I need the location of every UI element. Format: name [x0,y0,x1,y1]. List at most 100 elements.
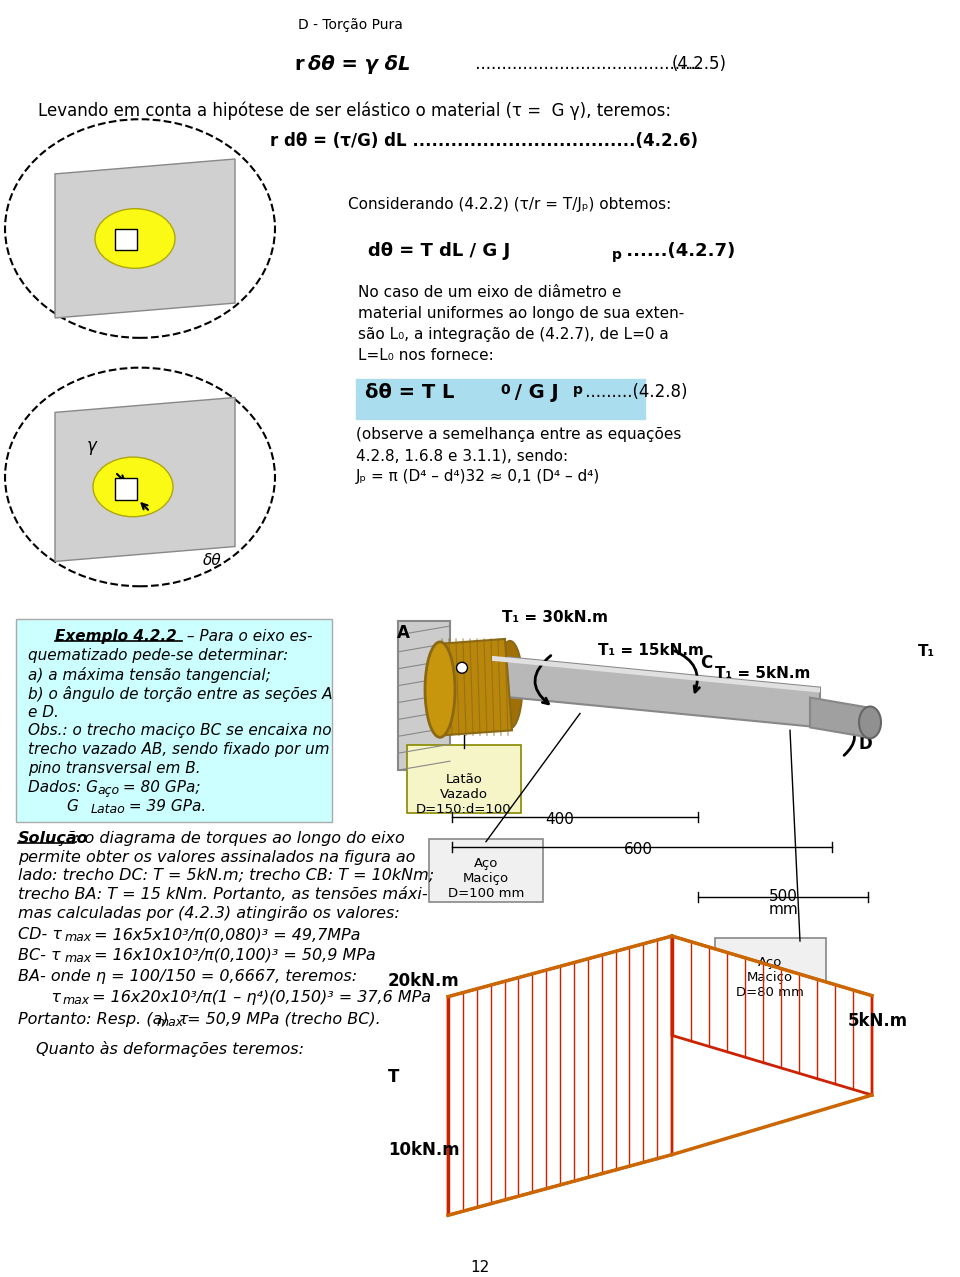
Text: = 80 GPa;: = 80 GPa; [118,780,201,796]
Text: C: C [700,654,712,672]
Polygon shape [810,697,868,737]
Text: Jₚ = π (D⁴ – d⁴)32 ≈ 0,1 (D⁴ – d⁴): Jₚ = π (D⁴ – d⁴)32 ≈ 0,1 (D⁴ – d⁴) [356,469,600,484]
Text: Latao: Latao [91,803,126,816]
Ellipse shape [457,663,468,673]
Text: mm: mm [768,903,798,917]
Text: δθ = γ δL: δθ = γ δL [308,55,410,74]
Text: aço: aço [97,784,119,797]
Text: permite obter os valores assinalados na figura ao: permite obter os valores assinalados na … [18,849,416,865]
Text: : o diagrama de torques ao longo do eixo: : o diagrama de torques ao longo do eixo [74,831,405,845]
Text: p: p [573,383,583,397]
Text: 4.2.8, 1.6.8 e 3.1.1), sendo:: 4.2.8, 1.6.8 e 3.1.1), sendo: [356,448,568,464]
Text: Aço
Maciço
D=100 mm: Aço Maciço D=100 mm [447,857,524,899]
Text: quematizado pede-se determinar:: quematizado pede-se determinar: [28,647,288,663]
Text: No caso de um eixo de diâmetro e: No caso de um eixo de diâmetro e [358,285,621,300]
Text: T₁ = 30kN.m: T₁ = 30kN.m [502,610,608,626]
Text: CD- τ: CD- τ [18,927,62,942]
FancyBboxPatch shape [407,746,521,813]
Text: trecho vazado AB, sendo fixado por um: trecho vazado AB, sendo fixado por um [28,742,329,757]
Text: mas calculadas por (4.2.3) atingirão os valores:: mas calculadas por (4.2.3) atingirão os … [18,907,399,921]
Text: T: T [388,1068,399,1087]
Text: Considerando (4.2.2) (τ/r = T/Jₚ) obtemos:: Considerando (4.2.2) (τ/r = T/Jₚ) obtemo… [348,197,671,212]
Polygon shape [492,656,820,692]
FancyBboxPatch shape [715,939,826,1001]
Text: e D.: e D. [28,705,59,719]
Polygon shape [55,160,235,318]
Text: L=L₀ nos fornece:: L=L₀ nos fornece: [358,347,493,363]
Text: Dados: G: Dados: G [28,780,98,796]
Text: (observe a semelhança entre as equações: (observe a semelhança entre as equações [356,428,682,442]
Text: 400: 400 [545,812,574,826]
Text: = 16x10x10³/π(0,100)³ = 50,9 MPa: = 16x10x10³/π(0,100)³ = 50,9 MPa [89,948,375,963]
Text: G: G [28,799,79,813]
Polygon shape [492,656,820,728]
Text: / G J: / G J [508,383,559,401]
Text: 500: 500 [769,889,798,904]
Text: 600: 600 [623,842,653,857]
Text: – Para o eixo es-: – Para o eixo es- [182,630,313,644]
Text: D: D [858,736,872,753]
Text: b) o ângulo de torção entre as seções A: b) o ângulo de torção entre as seções A [28,686,332,701]
FancyBboxPatch shape [16,619,332,822]
Text: ...........................................: ........................................… [470,55,701,73]
Text: B: B [487,664,499,682]
Text: = 50,9 MPa (trecho BC).: = 50,9 MPa (trecho BC). [182,1011,381,1027]
Text: D - Torção Pura: D - Torção Pura [298,18,402,32]
Polygon shape [448,936,672,1216]
Text: a) a máxima tensão tangencial;: a) a máxima tensão tangencial; [28,667,271,683]
Text: são L₀, a integração de (4.2.7), de L=0 a: são L₀, a integração de (4.2.7), de L=0 … [358,327,669,342]
Text: Obs.: o trecho maciço BC se encaixa no: Obs.: o trecho maciço BC se encaixa no [28,723,331,738]
Text: .........(4.2.8): .........(4.2.8) [580,383,687,401]
Text: BC- τ: BC- τ [18,948,60,963]
FancyBboxPatch shape [356,378,645,419]
FancyBboxPatch shape [429,839,543,903]
Text: = 39 GPa.: = 39 GPa. [124,799,206,813]
Text: Latão
Vazado
D=150:d=100: Latão Vazado D=150:d=100 [417,773,512,816]
Polygon shape [55,397,235,562]
Text: dθ = T dL / G J: dθ = T dL / G J [368,243,511,261]
Text: Exemplo 4.2.2: Exemplo 4.2.2 [55,630,177,644]
Text: Aço
Maciço
D=80 mm: Aço Maciço D=80 mm [736,956,804,999]
Text: = 16x20x10³/π(1 – η⁴)(0,150)³ = 37,6 MPa: = 16x20x10³/π(1 – η⁴)(0,150)³ = 37,6 MPa [87,990,431,1005]
Text: p: p [612,249,622,262]
Text: γ: γ [87,437,97,455]
Ellipse shape [425,642,455,737]
Text: Solução: Solução [18,831,88,845]
Text: T₁ = 15kN.m: T₁ = 15kN.m [598,642,704,658]
Text: max: max [65,931,92,944]
Ellipse shape [859,706,881,738]
Text: ......(4.2.7): ......(4.2.7) [620,243,735,261]
Text: 5kN.m: 5kN.m [848,1011,908,1029]
Text: material uniformes ao longo de sua exten-: material uniformes ao longo de sua exten… [358,306,684,321]
FancyBboxPatch shape [398,621,450,770]
Text: r dθ = (τ/G) dL ...................................(4.2.6): r dθ = (τ/G) dL ........................… [270,132,698,151]
Text: Quanto às deformações teremos:: Quanto às deformações teremos: [36,1041,304,1057]
Polygon shape [438,638,512,736]
Polygon shape [672,936,872,1096]
Ellipse shape [95,208,175,268]
Text: lado: trecho DC: T = 5kN.m; trecho CB: T = 10kNm;: lado: trecho DC: T = 5kN.m; trecho CB: T… [18,868,434,884]
Text: δθ: δθ [203,553,222,568]
Text: pino transversal em B.: pino transversal em B. [28,761,201,776]
Bar [115,229,137,250]
Text: 10kN.m: 10kN.m [388,1140,460,1158]
Ellipse shape [497,641,522,728]
Ellipse shape [93,457,173,517]
Text: (4.2.5): (4.2.5) [672,55,727,73]
Text: max: max [65,951,92,965]
Text: trecho BA: T = 15 kNm. Portanto, as tensões máxi-: trecho BA: T = 15 kNm. Portanto, as tens… [18,888,427,903]
Text: 12: 12 [470,1260,490,1274]
Text: δθ = T L: δθ = T L [365,383,454,401]
Text: Portanto: Resp. (a)  τ: Portanto: Resp. (a) τ [18,1011,188,1027]
Text: BA- onde η = 100/150 = 0,6667, teremos:: BA- onde η = 100/150 = 0,6667, teremos: [18,969,357,983]
Text: Levando em conta a hipótese de ser elástico o material (τ =  G γ), teremos:: Levando em conta a hipótese de ser elást… [38,101,671,120]
Text: T₁: T₁ [918,644,935,659]
Text: 20kN.m: 20kN.m [388,972,460,990]
Text: A: A [397,624,410,642]
Bar [115,478,137,499]
Text: = 16x5x10³/π(0,080)³ = 49,7MPa: = 16x5x10³/π(0,080)³ = 49,7MPa [89,927,360,942]
Text: r: r [295,55,311,74]
Text: max: max [63,994,90,1006]
Text: T₁ = 5kN.m: T₁ = 5kN.m [715,665,810,681]
Text: τ: τ [36,990,61,1005]
